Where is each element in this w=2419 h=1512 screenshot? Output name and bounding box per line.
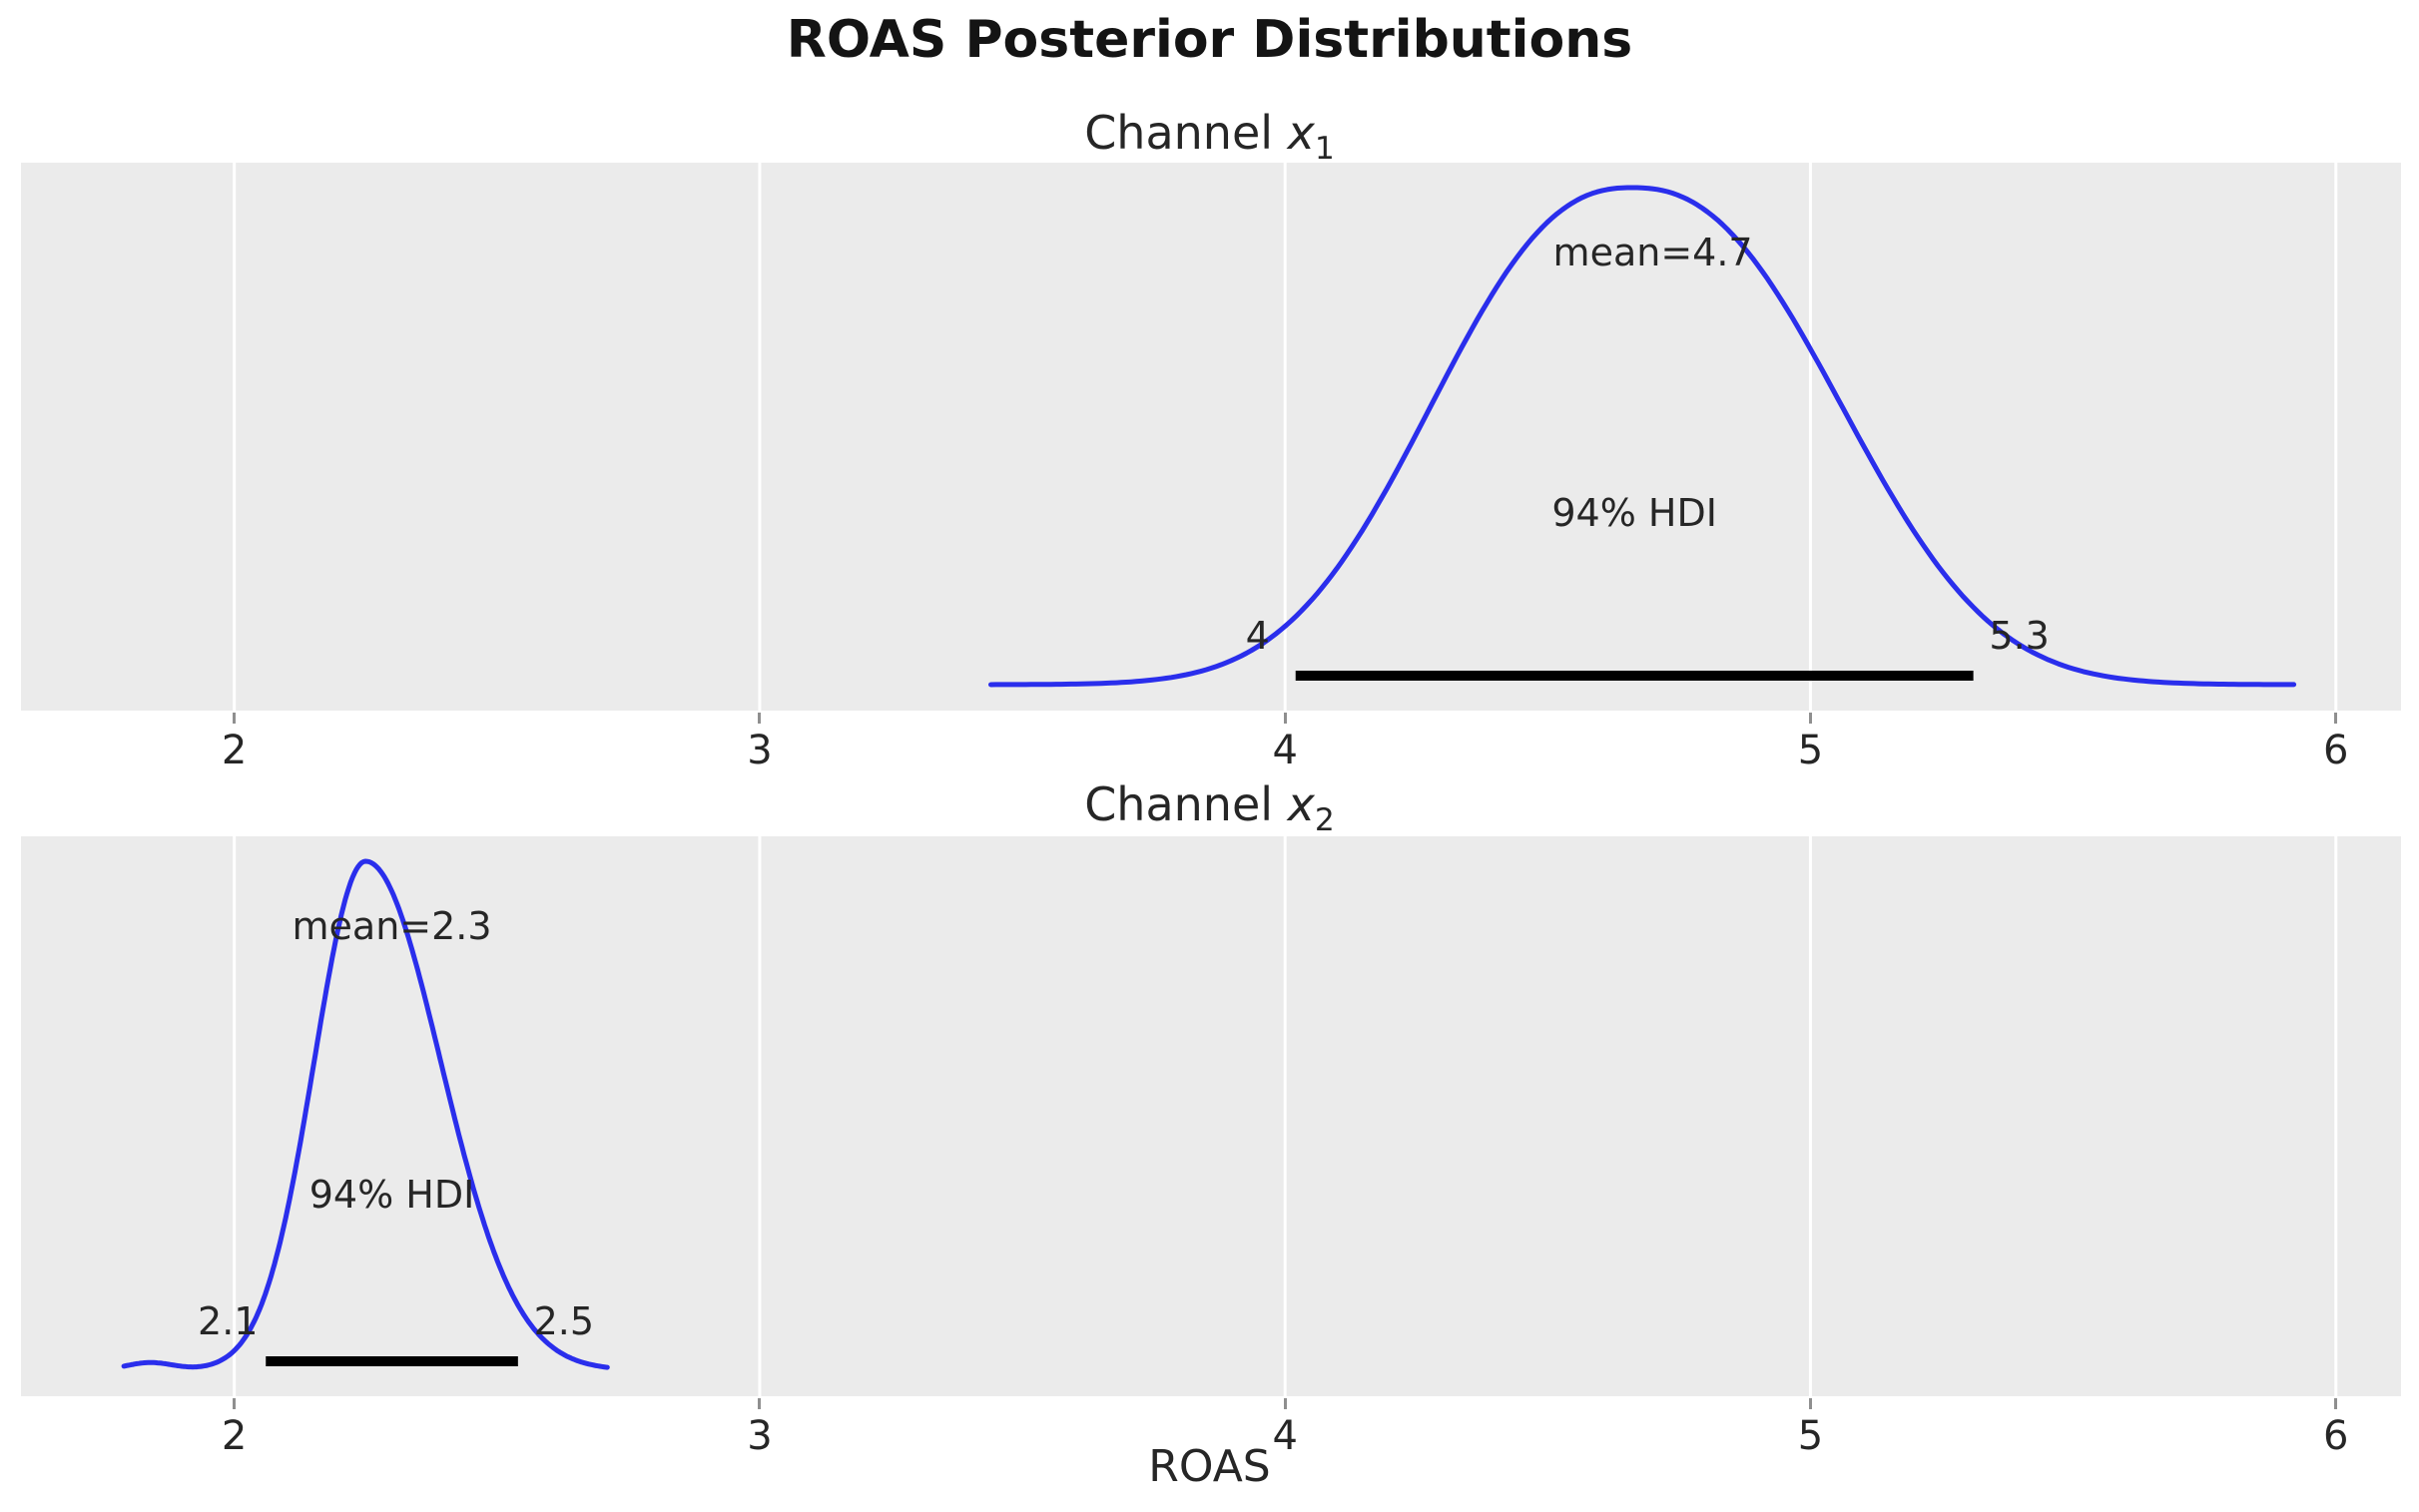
plot-area-channel-x2: mean=2.3 94% HDI 2.1 2.5 (21, 836, 2401, 1396)
x-axis-tick-label: 4 (1272, 728, 1298, 773)
x-axis-tick-label: 4 (1272, 1413, 1298, 1459)
kde-curve-panel-2 (121, 836, 2338, 1396)
x-axis-title: ROAS (1148, 1441, 1271, 1492)
panel-title-variable: x1 (1287, 106, 1335, 168)
x-axis-tick-label: 6 (2323, 728, 2349, 773)
mean-annotation: mean=4.7 (1552, 231, 1753, 274)
x-axis-tick (2334, 1398, 2338, 1409)
panel-title-prefix: Channel (1084, 106, 1274, 160)
x-axis-tick-label: 5 (1797, 1413, 1824, 1459)
x-axis-tick-label: 2 (221, 1413, 248, 1459)
x-axis-tick (233, 1398, 237, 1409)
hdi-label: 94% HDI (308, 1173, 475, 1217)
mean-annotation: mean=2.3 (292, 904, 492, 948)
x-axis-tick-label: 3 (747, 728, 773, 773)
hdi-label: 94% HDI (1551, 491, 1717, 535)
posterior-density-curve (988, 185, 2297, 688)
panel-title-prefix: Channel (1084, 777, 1274, 831)
x-axis-tick (2334, 713, 2338, 724)
hdi-high-value: 2.5 (533, 1299, 595, 1343)
x-axis-tick-label: 5 (1797, 728, 1824, 773)
plot-area-channel-x1: mean=4.7 94% HDI 4 5.3 (21, 163, 2401, 711)
x-axis-tick (1808, 1398, 1812, 1409)
x-axis-tick-label: 2 (221, 728, 248, 773)
x-axis-tick (1808, 713, 1812, 724)
x-axis-tick-label: 3 (747, 1413, 773, 1459)
chart-title: ROAS Posterior Distributions (786, 10, 1633, 70)
panel-title-x1: Channel x1 (0, 110, 2419, 165)
x-axis-tick (1283, 713, 1287, 724)
x-axis-tick-label: 6 (2323, 1413, 2349, 1459)
hdi-high-value: 5.3 (1989, 614, 2050, 658)
kde-curve-panel-1 (233, 163, 2338, 711)
panel-title-variable: x2 (1287, 777, 1335, 839)
hdi-low-value: 4 (1245, 614, 1270, 658)
panel-title-x2: Channel x2 (0, 781, 2419, 836)
x-axis-tick (1283, 1398, 1287, 1409)
x-axis-tick (758, 1398, 762, 1409)
hdi-low-value: 2.1 (198, 1299, 259, 1343)
x-axis-tick (233, 713, 237, 724)
posterior-density-curve (121, 858, 610, 1370)
x-axis-tick (758, 713, 762, 724)
